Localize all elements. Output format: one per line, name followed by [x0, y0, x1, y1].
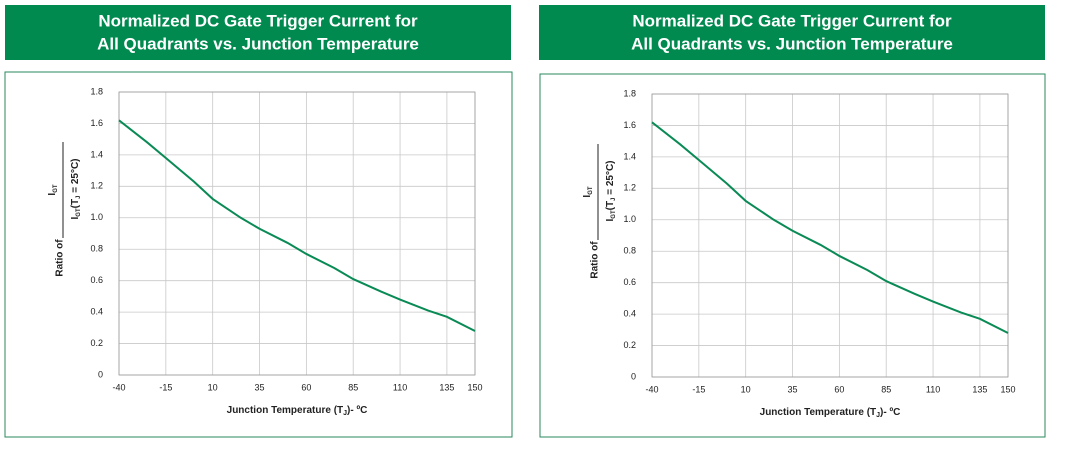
chart-title: Normalized DC Gate Trigger Current for — [98, 11, 418, 30]
y-tick-label: 0.8 — [623, 246, 636, 256]
title-banner — [539, 5, 1045, 60]
y-tick-label: 0.6 — [623, 277, 636, 287]
x-tick-label: 110 — [926, 384, 940, 394]
plot-border — [118, 91, 476, 376]
denominator-part: I — [605, 219, 616, 222]
plot-border — [651, 93, 1009, 378]
y-tick-label: 0 — [631, 371, 636, 381]
y-tick-label: 0.2 — [623, 340, 636, 350]
numerator-part: GT — [53, 184, 59, 193]
x-tick-label: 60 — [301, 382, 311, 392]
y-tick-label: 0.6 — [90, 275, 103, 285]
numerator-part: GT — [588, 186, 594, 195]
x-axis-label-part: Junction Temperature (T — [227, 405, 344, 416]
x-tick-label: 35 — [788, 384, 798, 394]
denominator-part: J — [76, 196, 82, 199]
chart-title: All Quadrants vs. Junction Temperature — [631, 34, 953, 53]
denominator-part: GT — [611, 210, 617, 219]
data-line — [118, 119, 476, 332]
y-tick-label: 1.6 — [90, 118, 103, 128]
x-tick-label: 85 — [881, 384, 891, 394]
y-tick-label: 1.2 — [90, 181, 103, 191]
x-axis-label-part: J — [876, 412, 880, 419]
y-label-numerator: IGT — [47, 184, 59, 195]
x-axis-label-part: Junction Temperature (T — [760, 407, 877, 418]
x-tick-label: 135 — [439, 382, 454, 392]
chart-title: All Quadrants vs. Junction Temperature — [97, 34, 419, 53]
x-tick-label: 85 — [348, 382, 358, 392]
y-tick-label: 1.0 — [90, 212, 103, 222]
x-tick-label: 150 — [467, 382, 482, 392]
y-axis-label: Ratio of — [55, 239, 66, 277]
y-label-denominator: IGT(TJ = 25°C) — [605, 161, 617, 222]
y-tick-label: 0.4 — [90, 306, 103, 316]
x-tick-label: 35 — [255, 382, 265, 392]
y-tick-label: 0 — [98, 369, 103, 379]
x-axis-label-part: )- ºC — [880, 407, 900, 418]
y-label-numerator: IGT — [582, 186, 594, 197]
y-tick-label: 1.4 — [90, 149, 103, 159]
y-axis-label: Ratio of — [590, 241, 601, 279]
y-tick-label: 1.4 — [623, 151, 636, 161]
x-axis-label-part: J — [343, 410, 347, 417]
numerator-part: I — [582, 195, 593, 198]
chart-title: Normalized DC Gate Trigger Current for — [632, 11, 952, 30]
denominator-part: = 25°C) — [70, 159, 81, 196]
title-banner — [5, 5, 511, 60]
x-tick-label: -15 — [692, 384, 705, 394]
x-axis-label: Junction Temperature (TJ)- ºC — [760, 407, 901, 420]
numerator-part: I — [47, 193, 58, 196]
denominator-part: I — [70, 217, 81, 220]
denominator-part: (T — [605, 201, 616, 210]
x-axis-label: Junction Temperature (TJ)- ºC — [227, 405, 368, 418]
x-tick-label: -40 — [645, 384, 658, 394]
y-tick-label: 1.2 — [623, 183, 636, 193]
y-label-denominator: IGT(TJ = 25°C) — [70, 159, 82, 220]
chart-frame — [539, 73, 1046, 438]
y-tick-label: 0.4 — [623, 308, 636, 318]
x-tick-label: 150 — [1000, 384, 1015, 394]
x-tick-label: -40 — [112, 382, 125, 392]
x-tick-label: 110 — [393, 382, 407, 392]
chart-frame — [4, 71, 513, 438]
y-tick-label: 1.8 — [90, 86, 103, 96]
denominator-part: GT — [76, 208, 82, 217]
x-tick-label: 10 — [741, 384, 751, 394]
x-tick-label: -15 — [159, 382, 172, 392]
x-tick-label: 60 — [834, 384, 844, 394]
denominator-part: J — [611, 198, 617, 201]
denominator-part: (T — [70, 199, 81, 208]
data-line — [651, 121, 1009, 334]
x-axis-label-part: )- ºC — [347, 405, 367, 416]
x-tick-label: 135 — [972, 384, 987, 394]
y-tick-label: 1.8 — [623, 88, 636, 98]
denominator-part: = 25°C) — [605, 161, 616, 198]
y-tick-label: 0.8 — [90, 244, 103, 254]
x-tick-label: 10 — [208, 382, 218, 392]
y-tick-label: 0.2 — [90, 338, 103, 348]
y-tick-label: 1.6 — [623, 120, 636, 130]
y-tick-label: 1.0 — [623, 214, 636, 224]
